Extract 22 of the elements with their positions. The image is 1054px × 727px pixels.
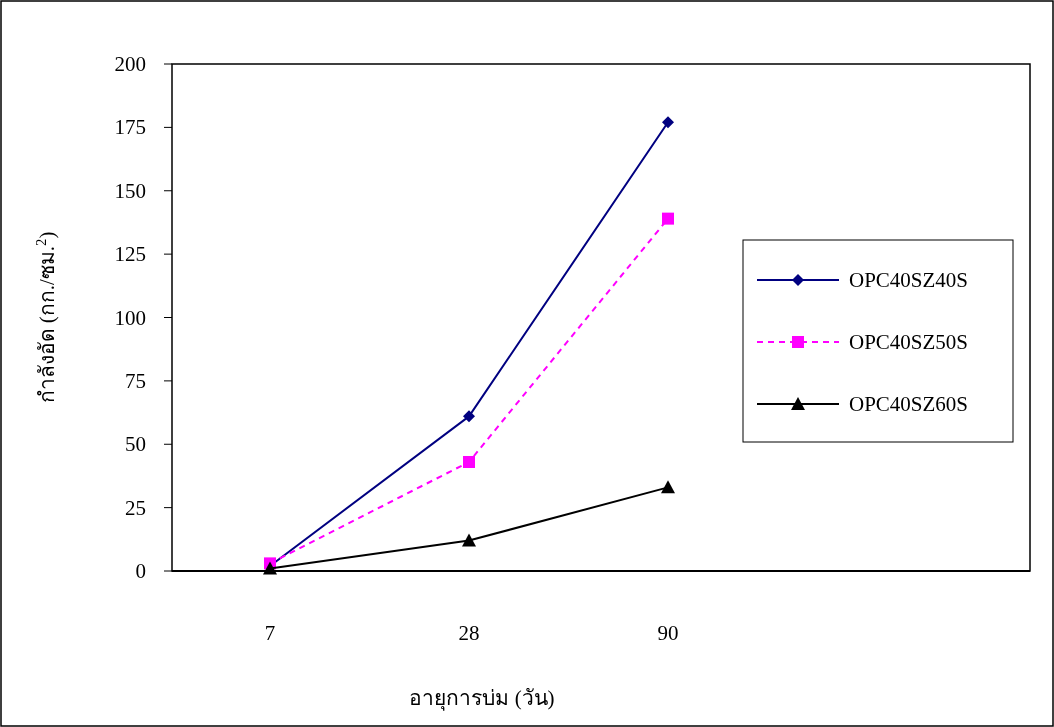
x-tick-label: 28: [458, 621, 480, 645]
x-tick-label: 7: [264, 621, 276, 645]
x-axis-title: อายุการบ่ม (วัน): [409, 686, 555, 711]
y-tick-label: 100: [114, 305, 146, 330]
legend-label: OPC40SZ60S: [849, 392, 969, 416]
y-tick-label: 25: [125, 495, 146, 520]
y-tick-label: 0: [135, 559, 146, 583]
y-tick-label: 75: [125, 368, 146, 393]
point: [661, 480, 675, 494]
point: [463, 410, 475, 423]
point: [463, 456, 475, 468]
y-tick-label: 125: [114, 242, 146, 267]
legend-label: OPC40SZ40S: [849, 268, 969, 292]
point: [662, 212, 674, 225]
y-tick-label: 200: [114, 52, 146, 76]
y-tick-label: 50: [125, 432, 146, 457]
point: [462, 533, 476, 547]
legend-label: OPC40SZ50S: [849, 330, 969, 354]
y-tick-label: 150: [114, 178, 146, 203]
point: [662, 116, 674, 129]
y-tick-label: 175: [114, 115, 146, 140]
x-tick-label: 90: [657, 621, 679, 645]
